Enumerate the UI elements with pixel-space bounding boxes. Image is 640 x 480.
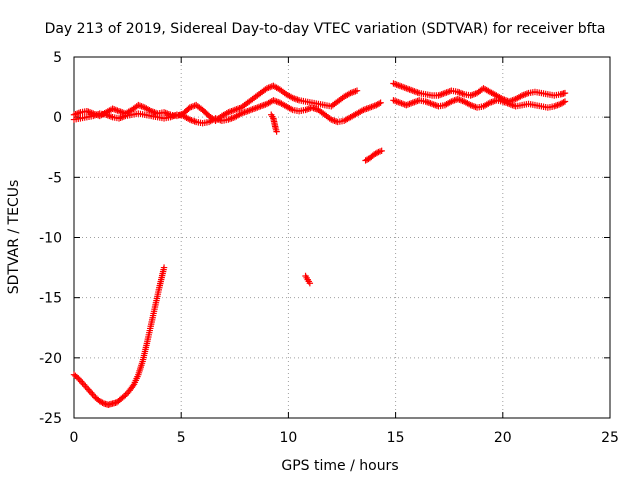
data-point (85, 386, 92, 393)
y-tick-label: 5 (53, 50, 62, 66)
y-tick-label: 0 (53, 110, 62, 126)
x-tick-label: 10 (279, 430, 297, 446)
data-point (129, 382, 137, 390)
data-point (119, 113, 126, 121)
series-band-b (70, 97, 384, 127)
y-tick-label: -25 (39, 411, 62, 427)
data-point (305, 105, 312, 112)
data-point (74, 110, 81, 117)
data-point (375, 100, 383, 107)
data-point (353, 87, 361, 94)
series-cluster-11h (302, 272, 314, 287)
data-point (561, 89, 569, 97)
data-point (306, 280, 314, 287)
data-point (77, 378, 85, 385)
data-points (70, 80, 569, 408)
data-point (164, 110, 171, 117)
data-point (560, 99, 567, 106)
data-point (79, 379, 86, 387)
series-deep-arc (70, 264, 168, 408)
x-tick-label: 0 (70, 430, 79, 446)
y-axis-label: SDTVAR / TECUs (6, 180, 22, 295)
y-tick-label: -15 (39, 291, 62, 307)
data-point (86, 387, 93, 395)
data-point (89, 391, 96, 398)
data-point (378, 147, 385, 155)
y-tick-label: -20 (39, 351, 62, 367)
chart-title: Day 213 of 2019, Sidereal Day-to-day VTE… (45, 21, 606, 37)
x-axis-label: GPS time / hours (281, 458, 398, 474)
series-band-c (390, 80, 569, 105)
data-point (160, 264, 168, 271)
axis-ticks: 0 5 10 15 20 25 -25 -20 -15 -10 -5 0 5 (39, 50, 619, 446)
x-tick-label: 25 (601, 430, 619, 446)
x-tick-label: 20 (494, 430, 512, 446)
data-point (87, 389, 95, 396)
data-point (73, 373, 81, 381)
data-point (373, 149, 381, 157)
data-point (561, 98, 569, 105)
y-tick-label: -10 (39, 231, 62, 247)
grid-lines (74, 57, 610, 418)
series-dip-near-9h (268, 111, 280, 135)
data-point (80, 381, 88, 388)
data-point (82, 383, 89, 390)
data-point (273, 128, 280, 135)
x-tick-label: 5 (177, 430, 186, 446)
y-tick-label: -5 (48, 170, 62, 186)
series-band-d (390, 95, 569, 111)
data-point (120, 393, 128, 400)
data-point (99, 399, 106, 406)
series-cluster-14h (362, 147, 385, 164)
data-point (377, 99, 384, 106)
data-point (83, 384, 91, 392)
series-band-a (70, 82, 361, 124)
data-point (457, 89, 465, 97)
x-tick-label: 15 (387, 430, 405, 446)
